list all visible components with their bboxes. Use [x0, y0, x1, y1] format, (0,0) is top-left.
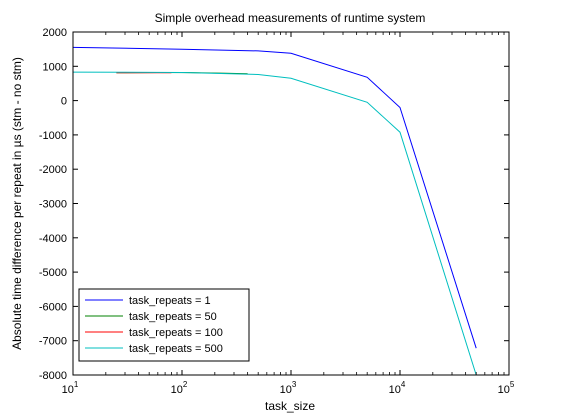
x-tick-label-base: 10 [280, 384, 292, 396]
legend-label: task_repeats = 50 [129, 311, 217, 323]
x-tick-label-exponent: 5 [510, 380, 515, 389]
legend-label: task_repeats = 100 [129, 327, 223, 339]
x-tick-label: 101 [62, 380, 79, 396]
tick-layer: 2000 1000 0 -1000 -2000 -3000 -4000 -5000 -6000 -… [39, 27, 515, 396]
y-tick-label: -6000 [39, 301, 67, 313]
x-tick-label-base: 10 [62, 384, 74, 396]
series-line-4 [73, 71, 477, 375]
y-tick-label: -2000 [39, 164, 67, 176]
y-tick-label: 2000 [43, 27, 67, 39]
x-tick-label-exponent: 2 [183, 380, 188, 389]
y-axis-label: Absolute time difference per repeat in µ… [10, 57, 24, 350]
y-tick-label: -5000 [39, 267, 67, 279]
x-tick-label: 103 [280, 380, 297, 396]
y-tick-label: -1000 [39, 130, 67, 142]
y-tick-label: -3000 [39, 199, 67, 211]
x-tick-label: 105 [498, 380, 515, 396]
legend-box [78, 288, 250, 362]
x-tick-label-base: 10 [389, 384, 401, 396]
y-tick-label: -8000 [39, 370, 67, 382]
x-tick-label-base: 10 [171, 384, 183, 396]
legend: task_repeats = 1 task_repeats = 50 task_re… [78, 288, 250, 362]
legend-label: task_repeats = 1 [129, 295, 211, 307]
x-tick-label: 102 [171, 380, 188, 396]
x-tick-label: 104 [389, 380, 406, 396]
x-tick-label-exponent: 1 [74, 380, 79, 389]
y-tick-label: 1000 [43, 61, 67, 73]
y-tick-label: -4000 [39, 233, 67, 245]
series-line-1 [73, 46, 477, 349]
y-tick-label: -7000 [39, 336, 67, 348]
legend-label: task_repeats = 500 [129, 343, 223, 355]
y-tick-label: 0 [61, 96, 67, 108]
x-tick-label-base: 10 [498, 384, 510, 396]
x-tick-label-exponent: 3 [292, 380, 297, 389]
x-axis-label: task_size [265, 399, 315, 413]
plot-frame [72, 31, 510, 376]
x-tick-label-exponent: 4 [401, 380, 406, 389]
chart-title: Simple overhead measurements of runtime … [155, 11, 426, 25]
series-layer [73, 46, 477, 375]
